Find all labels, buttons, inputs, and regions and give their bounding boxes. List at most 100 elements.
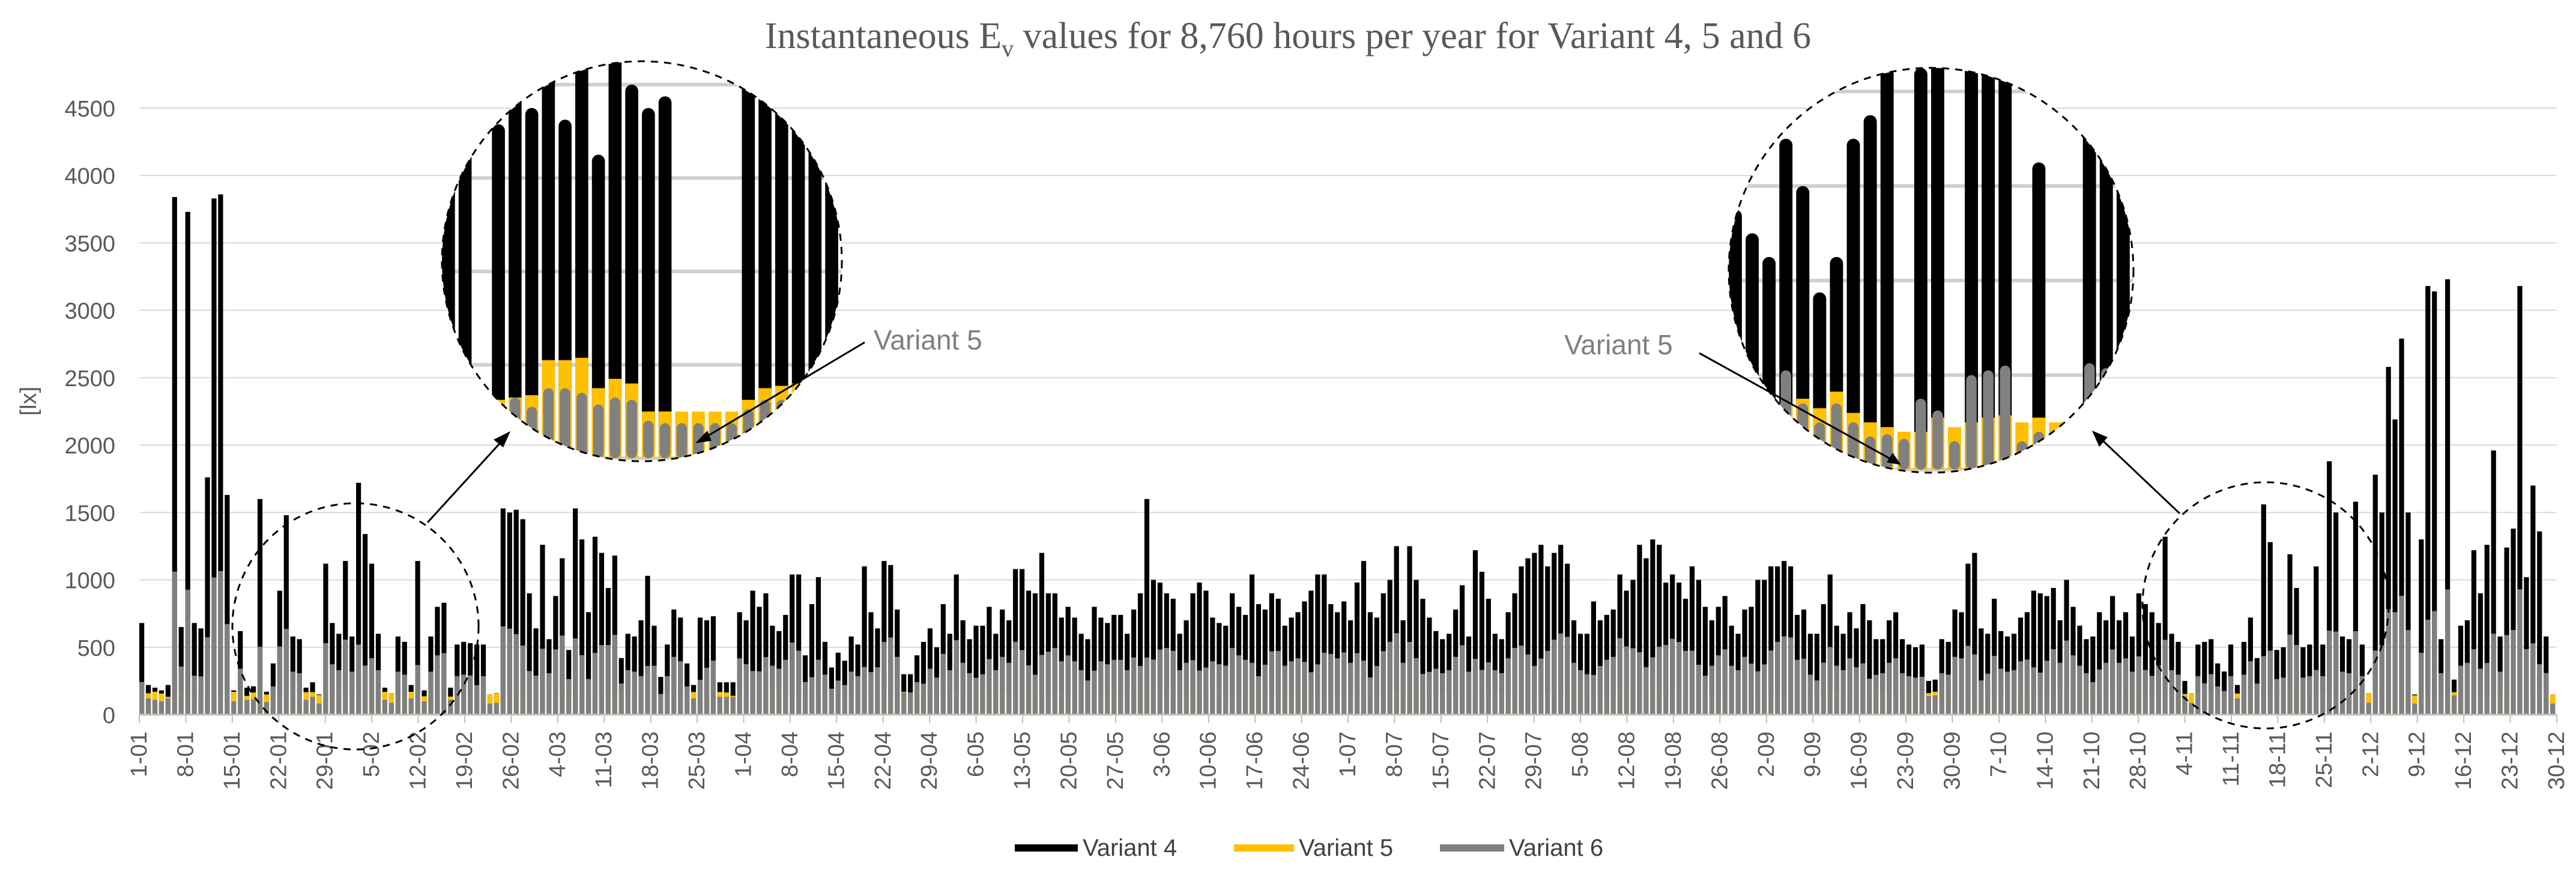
legend-item-variant-5[interactable]: Variant 5 <box>1234 835 1393 861</box>
bar-variant-4 <box>2327 461 2332 715</box>
x-tick-label: 22-07 <box>1475 731 1500 790</box>
inset-bar-variant-6 <box>2033 432 2045 470</box>
bar-variant-4 <box>533 628 539 715</box>
bar-variant-6 <box>1367 677 1373 715</box>
inset-bar-variant-4 <box>591 154 605 458</box>
bar-variant-4 <box>763 593 769 715</box>
bar-variant-6 <box>1328 653 1334 715</box>
inset-bar-variant-4 <box>775 61 788 459</box>
bar-variant-6 <box>1807 674 1813 715</box>
bar-variant-6 <box>185 589 190 715</box>
bar-variant-4 <box>2333 512 2339 715</box>
bar-variant-4 <box>1538 545 1544 715</box>
bar-variant-6 <box>1505 658 1511 715</box>
bar-variant-6 <box>2110 649 2115 715</box>
legend-item-variant-6[interactable]: Variant 6 <box>1440 835 1603 861</box>
bar-variant-4 <box>2031 590 2036 715</box>
bar-variant-6 <box>1065 655 1071 715</box>
bar-variant-6 <box>750 671 755 715</box>
bar-variant-6 <box>2005 671 2010 715</box>
bar-variant-6 <box>468 675 473 715</box>
bar-variant-6 <box>1013 641 1018 715</box>
bar-variant-4 <box>2399 338 2404 715</box>
bar-variant-6 <box>921 683 927 715</box>
bar-variant-6 <box>2399 596 2404 715</box>
bar-variant-6 <box>178 666 184 715</box>
bar-variant-6 <box>1893 658 1899 715</box>
inset-bar-variant-4 <box>525 107 539 458</box>
zoom-connector-right <box>2099 437 2181 515</box>
bar-variant-6 <box>940 653 946 715</box>
inset-bar-variant-4 <box>1982 68 1995 470</box>
x-tick-label: 1-04 <box>731 731 757 777</box>
bar-variant-6 <box>395 671 401 715</box>
bar-variant-4 <box>638 620 644 715</box>
bar-variant-6 <box>1670 638 1675 715</box>
bar-variant-4 <box>1558 545 1564 715</box>
bar-variant-4 <box>1472 550 1478 715</box>
bar-variant-6 <box>389 703 394 715</box>
bar-variant-6 <box>1137 665 1143 715</box>
bar-variant-4 <box>1696 580 1702 715</box>
bar-variant-6 <box>2248 661 2254 715</box>
bar-variant-6 <box>487 703 493 715</box>
bar-variant-6 <box>1433 668 1439 715</box>
bar-variant-6 <box>1663 644 1669 715</box>
bar-variant-4 <box>2419 539 2424 715</box>
bar-variant-4 <box>1630 580 1636 715</box>
bar-variant-6 <box>1078 670 1084 715</box>
bar-variant-4 <box>356 482 361 715</box>
bar-variant-4 <box>1150 580 1156 715</box>
inset-bar-variant-6 <box>543 388 554 458</box>
inset-bar-variant-4 <box>742 61 755 459</box>
bar-variant-6 <box>1118 659 1123 715</box>
bar-variant-4 <box>1965 563 1971 715</box>
inset-bar-variant-6 <box>1764 427 1774 470</box>
bar-variant-6 <box>402 674 407 715</box>
bar-variant-6 <box>1657 646 1662 715</box>
x-tick-label: 14-10 <box>2033 731 2058 790</box>
x-tick-label: 9-12 <box>2405 731 2430 777</box>
bar-variant-6 <box>855 676 860 715</box>
bar-variant-6 <box>2169 670 2174 715</box>
bar-variant-6 <box>691 698 697 715</box>
inset-bar-variant-6 <box>1949 441 1960 470</box>
x-tick-label: 8-07 <box>1382 731 1407 777</box>
bar-variant-4 <box>2090 636 2096 715</box>
bar-variant-6 <box>592 653 598 715</box>
bar-variant-6 <box>1217 664 1222 715</box>
bar-variant-4 <box>1262 609 1268 715</box>
bar-variant-4 <box>1249 574 1255 715</box>
bar-variant-6 <box>1466 671 1472 715</box>
x-tick-label: 29-07 <box>1522 731 1547 790</box>
bar-variant-6 <box>238 668 243 715</box>
bar-variant-4 <box>1420 598 1426 715</box>
x-tick-label: 29-01 <box>313 731 338 790</box>
bar-variant-4 <box>1867 620 1872 715</box>
x-tick-label: 7-10 <box>1986 731 2012 777</box>
bar-variant-4 <box>1367 612 1373 715</box>
bar-variant-4 <box>513 509 519 715</box>
bar-variant-6 <box>2254 683 2260 715</box>
bar-variant-6 <box>1394 633 1399 715</box>
bar-variant-6 <box>730 697 736 715</box>
bar-variant-6 <box>881 641 887 715</box>
bar-variant-6 <box>1650 657 1655 715</box>
inset-bar-variant-4 <box>1998 68 2012 470</box>
legend-label-variant-5: Variant 5 <box>1299 835 1393 861</box>
bar-variant-6 <box>960 662 966 715</box>
bar-variant-6 <box>2103 662 2109 715</box>
bar-variant-6 <box>1755 671 1761 715</box>
annotation-left: Variant 5 <box>695 324 982 443</box>
bar-variant-6 <box>1624 646 1629 715</box>
inset-bar-variant-4 <box>1729 210 1742 470</box>
bar-variant-6 <box>1295 658 1301 715</box>
bar-variant-6 <box>1440 673 1445 715</box>
bar-variant-6 <box>757 671 762 715</box>
bar-variant-6 <box>2175 674 2181 715</box>
inset-bar-variant-6 <box>2101 368 2112 470</box>
bar-variant-6 <box>2117 662 2122 715</box>
legend-item-variant-4[interactable]: Variant 4 <box>1015 835 1177 861</box>
bar-variant-4 <box>2379 512 2384 715</box>
bar-variant-6 <box>1144 657 1150 715</box>
